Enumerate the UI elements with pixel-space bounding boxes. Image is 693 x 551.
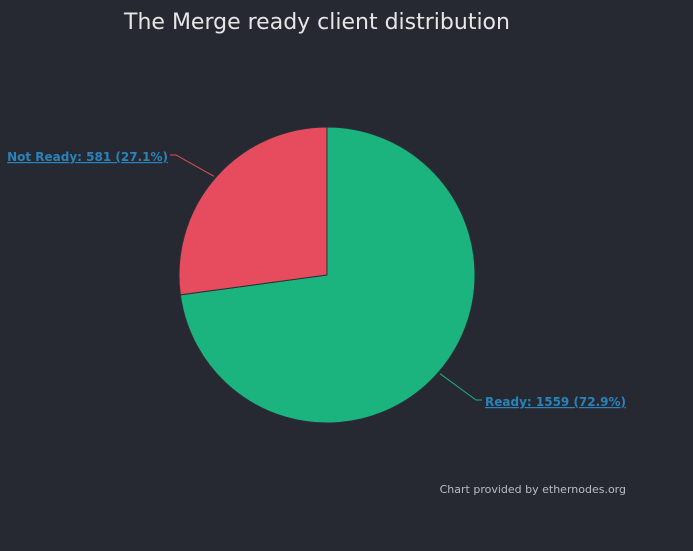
chart-credit[interactable]: Chart provided by ethernodes.org bbox=[439, 483, 626, 496]
slice-label-ready[interactable]: Ready: 1559 (72.9%) bbox=[485, 395, 626, 409]
chart-title: The Merge ready client distribution bbox=[124, 10, 510, 35]
slice-label-not-ready[interactable]: Not Ready: 581 (27.1%) bbox=[7, 150, 168, 164]
pie-slice-not-ready[interactable] bbox=[178, 126, 328, 296]
label-connector-not-ready bbox=[170, 154, 215, 177]
pie-slices bbox=[178, 126, 476, 424]
label-connector-ready bbox=[439, 373, 482, 401]
pie-slice-ready[interactable] bbox=[179, 126, 476, 424]
label-connectors bbox=[170, 154, 482, 401]
slice-labels: Ready: 1559 (72.9%) Not Ready: 581 (27.1%… bbox=[7, 150, 626, 409]
